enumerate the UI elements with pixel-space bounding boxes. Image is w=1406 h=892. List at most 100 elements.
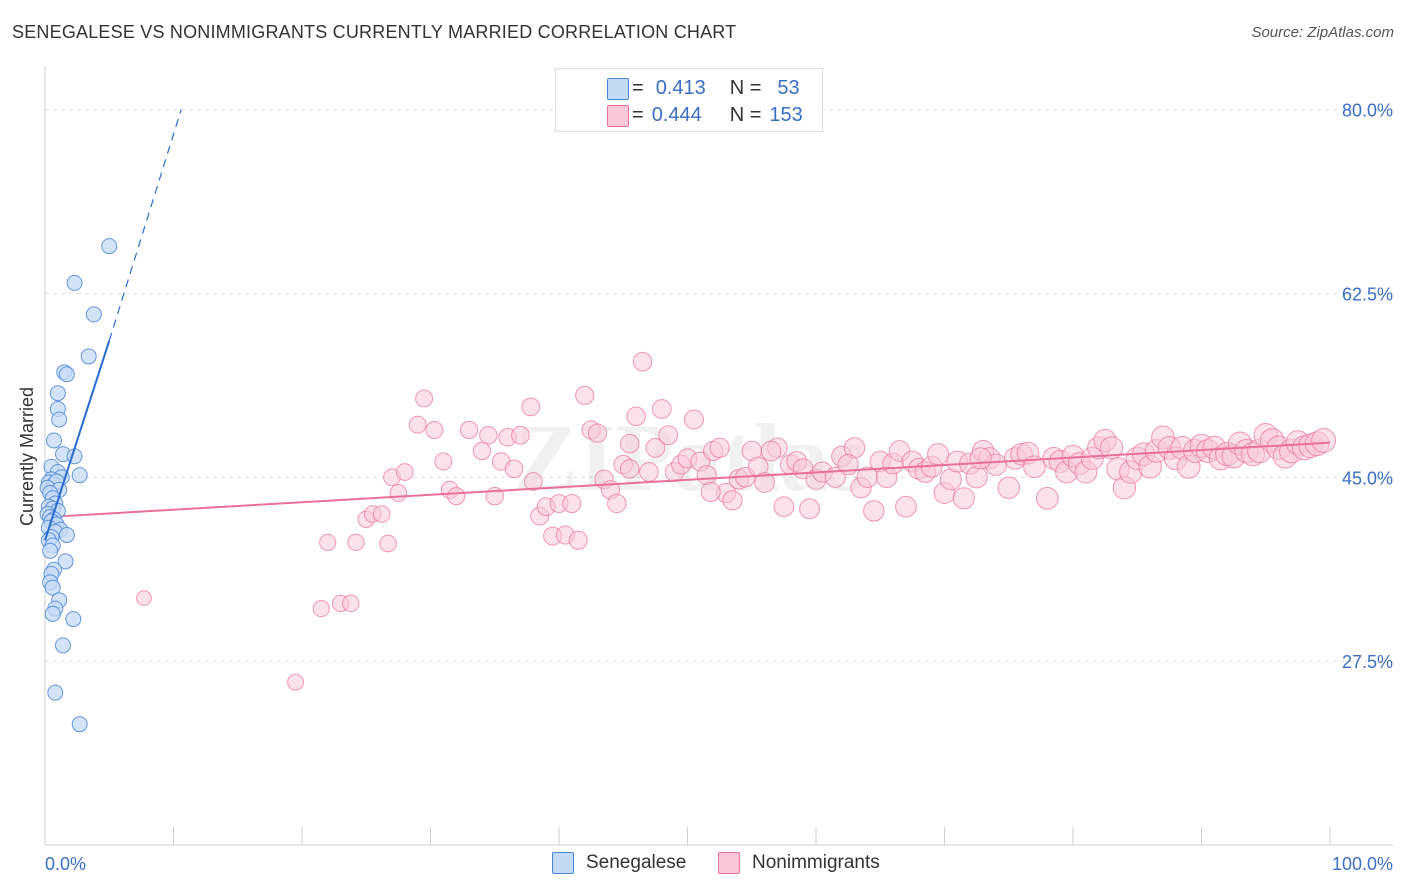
data-point-nonimmigrants xyxy=(479,426,498,445)
correlation-legend: R = 0.413 N = 53 R = 0.444 N = 153 xyxy=(555,68,823,132)
data-point-senegalese xyxy=(45,432,62,449)
bottom-legend-swatch-blue xyxy=(552,852,574,874)
data-point-nonimmigrants xyxy=(952,487,975,510)
data-point-senegalese xyxy=(42,542,59,559)
data-point-senegalese xyxy=(65,611,82,628)
data-point-senegalese xyxy=(66,274,83,291)
data-point-nonimmigrants xyxy=(927,443,950,466)
data-point-nonimmigrants xyxy=(639,462,659,482)
data-point-senegalese xyxy=(47,684,64,701)
data-point-nonimmigrants xyxy=(863,500,885,522)
legend-row-senegalese: R = 0.413 N = 53 xyxy=(582,75,800,101)
legend-n-label: N = xyxy=(729,103,762,126)
data-point-nonimmigrants xyxy=(722,490,743,511)
data-point-nonimmigrants xyxy=(997,476,1020,500)
data-point-nonimmigrants xyxy=(523,472,543,491)
data-point-nonimmigrants xyxy=(319,533,337,552)
data-point-nonimmigrants xyxy=(312,600,330,618)
data-point-nonimmigrants xyxy=(372,505,391,523)
data-point-senegalese xyxy=(49,385,66,402)
data-point-nonimmigrants xyxy=(658,425,679,446)
data-point-nonimmigrants xyxy=(651,399,672,419)
legend-row-nonimmigrants: R = 0.444 N = 153 xyxy=(582,102,803,128)
data-point-nonimmigrants xyxy=(575,385,595,405)
data-point-nonimmigrants xyxy=(379,534,397,553)
bottom-legend-label: Nonimmigrants xyxy=(752,852,880,873)
data-point-nonimmigrants xyxy=(347,533,365,552)
data-point-nonimmigrants xyxy=(645,437,666,458)
data-point-nonimmigrants xyxy=(415,389,434,408)
data-point-nonimmigrants xyxy=(568,530,588,550)
data-point-nonimmigrants xyxy=(619,459,640,479)
data-point-nonimmigrants xyxy=(607,493,627,514)
data-point-nonimmigrants xyxy=(587,423,608,443)
data-point-nonimmigrants xyxy=(521,397,541,417)
bottom-legend-label: Senegalese xyxy=(586,852,687,873)
legend-r-value: 0.413 xyxy=(655,76,706,99)
data-point-senegalese xyxy=(54,637,71,654)
bottom-legend-senegalese: Senegalese xyxy=(552,850,686,876)
y-tick-label: 80.0% xyxy=(1342,101,1393,121)
data-point-nonimmigrants xyxy=(1311,428,1337,453)
data-point-nonimmigrants xyxy=(773,496,795,518)
data-point-senegalese xyxy=(57,553,74,570)
data-point-nonimmigrants xyxy=(562,493,582,514)
data-point-nonimmigrants xyxy=(965,466,988,489)
data-point-nonimmigrants xyxy=(425,420,444,439)
data-point-senegalese xyxy=(71,467,88,484)
data-point-nonimmigrants xyxy=(799,498,821,520)
data-point-nonimmigrants xyxy=(626,406,646,427)
trendline-senegalese xyxy=(44,340,111,541)
bottom-legend-swatch-pink xyxy=(718,852,740,874)
data-point-senegalese xyxy=(58,366,75,383)
legend-r-value: 0.444 xyxy=(651,103,702,126)
trendline-nonimmigrants xyxy=(44,441,1331,519)
data-point-nonimmigrants xyxy=(969,447,992,470)
data-point-senegalese xyxy=(44,579,61,596)
data-point-nonimmigrants xyxy=(709,437,730,458)
x-tick-label: 100.0% xyxy=(1332,854,1393,874)
data-point-nonimmigrants xyxy=(459,420,479,440)
data-point-senegalese xyxy=(101,238,118,255)
legend-swatch-blue xyxy=(607,78,629,100)
data-point-nonimmigrants xyxy=(395,463,414,481)
data-point-senegalese xyxy=(58,527,75,544)
data-point-senegalese xyxy=(51,411,68,428)
legend-n-value: 53 xyxy=(777,76,800,99)
trendline-senegalese-extension xyxy=(108,109,182,341)
data-point-nonimmigrants xyxy=(760,440,782,462)
data-point-nonimmigrants xyxy=(447,487,466,506)
y-tick-label: 27.5% xyxy=(1342,652,1393,672)
data-point-nonimmigrants xyxy=(504,459,524,479)
data-point-nonimmigrants xyxy=(1023,455,1046,479)
data-point-nonimmigrants xyxy=(136,590,152,606)
data-point-nonimmigrants xyxy=(511,425,530,445)
data-point-senegalese xyxy=(80,348,97,365)
source-label: Source: ZipAtlas.com xyxy=(1251,24,1394,41)
data-point-senegalese xyxy=(71,716,88,733)
data-point-nonimmigrants xyxy=(287,673,305,691)
legend-n-label: N = xyxy=(729,76,762,99)
data-point-nonimmigrants xyxy=(434,452,453,471)
x-tick-label: 0.0% xyxy=(45,854,86,874)
data-point-nonimmigrants xyxy=(408,415,427,434)
y-tick-label: 62.5% xyxy=(1342,284,1393,304)
chart-title: SENEGALESE VS NONIMMIGRANTS CURRENTLY MA… xyxy=(12,22,737,42)
y-axis-title: Currently Married xyxy=(17,387,37,526)
y-tick-label: 45.0% xyxy=(1342,468,1393,488)
data-point-nonimmigrants xyxy=(754,472,775,493)
data-point-nonimmigrants xyxy=(696,465,717,486)
bottom-legend-nonimmigrants: Nonimmigrants xyxy=(718,850,880,876)
data-point-nonimmigrants xyxy=(472,441,492,461)
data-point-senegalese xyxy=(44,605,61,622)
legend-swatch-pink xyxy=(607,105,629,127)
data-point-nonimmigrants xyxy=(683,409,704,430)
data-point-nonimmigrants xyxy=(342,594,360,613)
data-point-senegalese xyxy=(85,306,102,323)
data-point-nonimmigrants xyxy=(619,433,640,454)
data-point-nonimmigrants xyxy=(632,351,653,372)
legend-n-value: 153 xyxy=(769,103,803,126)
data-point-nonimmigrants xyxy=(389,484,408,502)
data-point-nonimmigrants xyxy=(1099,436,1124,460)
